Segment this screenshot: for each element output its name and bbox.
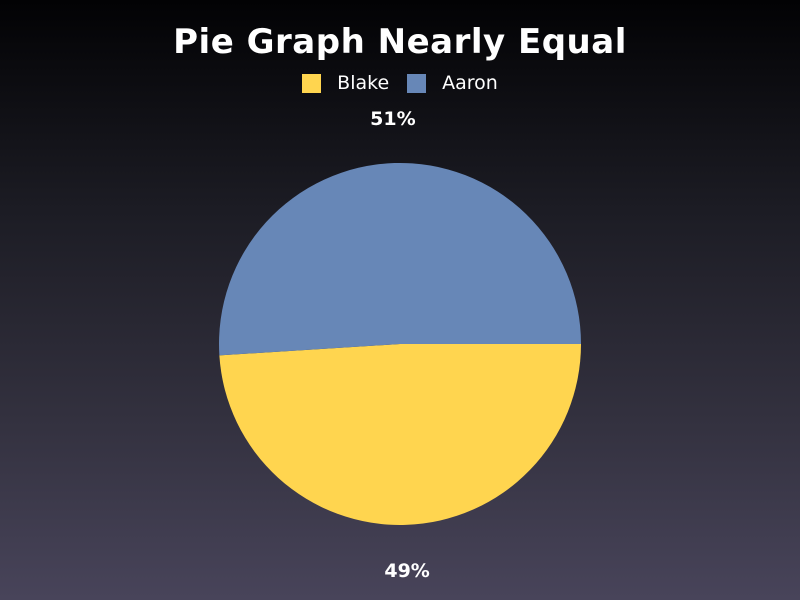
legend: Blake Aaron bbox=[0, 72, 800, 94]
legend-item-aaron: Aaron bbox=[407, 72, 498, 94]
legend-label-blake: Blake bbox=[337, 72, 390, 94]
data-label-aaron: 51% bbox=[370, 108, 415, 130]
legend-item-blake: Blake bbox=[302, 72, 389, 94]
legend-swatch-blake bbox=[302, 73, 322, 93]
chart-title: Pie Graph Nearly Equal bbox=[173, 22, 627, 62]
data-label-blake: 49% bbox=[384, 560, 429, 582]
legend-label-aaron: Aaron bbox=[442, 72, 498, 94]
pie-slice-aaron bbox=[219, 162, 581, 356]
legend-swatch-aaron bbox=[407, 73, 427, 93]
pie-slice-blake bbox=[219, 344, 582, 525]
